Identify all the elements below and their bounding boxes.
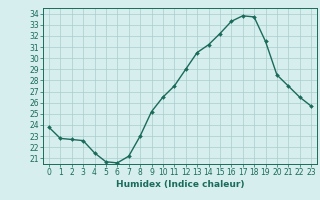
X-axis label: Humidex (Indice chaleur): Humidex (Indice chaleur) bbox=[116, 180, 244, 189]
